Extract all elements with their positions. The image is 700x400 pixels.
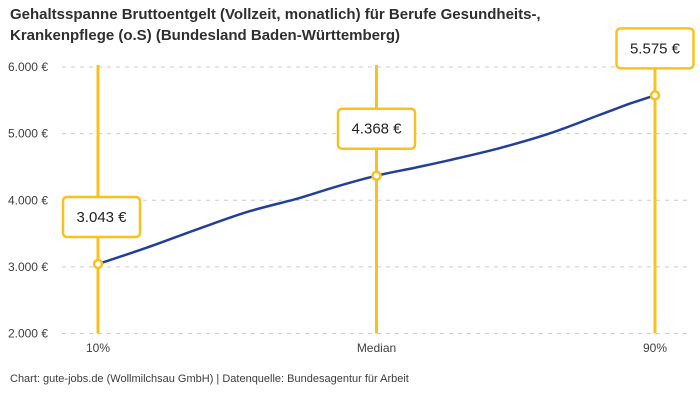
y-tick-label: 3.000 € — [8, 260, 48, 274]
data-point-marker — [649, 90, 661, 101]
y-tick-label: 2.000 € — [8, 327, 48, 341]
y-tick-label: 6.000 € — [8, 60, 48, 74]
value-label-box — [61, 195, 142, 239]
data-point-marker — [92, 258, 104, 270]
value-label-text: 4.368 € — [351, 121, 402, 138]
x-tick-label: Median — [357, 341, 396, 355]
chart-title-line1: Gehaltsspanne Bruttoentgelt (Vollzeit, m… — [10, 6, 541, 23]
chart-title-line2: Krankenpflege (o.S) (Bundesland Baden-Wü… — [10, 27, 401, 44]
y-tick-label: 5.000 € — [8, 127, 48, 141]
value-label-text: 3.043 € — [76, 209, 127, 226]
y-tick-label: 4.000 € — [8, 193, 48, 207]
salary-curve — [96, 94, 657, 266]
value-label-text: 5.575 € — [630, 40, 681, 57]
x-tick-label: 10% — [86, 341, 110, 355]
value-label-box — [336, 107, 417, 150]
chart-title: Gehaltsspanne Bruttoentgelt (Vollzeit, m… — [10, 4, 690, 46]
data-point-marker — [371, 170, 382, 181]
x-tick-label: 90% — [643, 341, 667, 355]
value-label-box — [615, 27, 695, 70]
chart-footer-credit: Chart: gute-jobs.de (Wollmilchsau GmbH) … — [10, 373, 409, 385]
